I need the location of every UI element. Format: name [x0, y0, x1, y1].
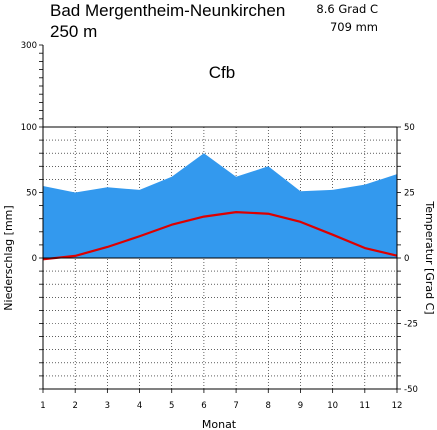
- tick-marks: [39, 44, 401, 393]
- climate-classification: Cfb: [209, 63, 235, 82]
- month-tick-label: 2: [72, 401, 77, 411]
- precip-tick-label: 300: [21, 41, 37, 51]
- month-tick-label: 1: [40, 401, 45, 411]
- station-name: Bad Mergentheim-Neunkirchen: [50, 1, 285, 20]
- annual-precipitation: 709 mm: [330, 20, 378, 34]
- precip-tick-label: 50: [26, 189, 37, 199]
- precip-tick-label: 0: [32, 254, 37, 264]
- month-tick-label: 10: [327, 401, 338, 411]
- temp-tick-label: -50: [404, 385, 418, 395]
- temperature-line: [42, 211, 398, 261]
- precipitation-area-layer: [42, 153, 398, 258]
- month-tick-label: 4: [137, 401, 142, 411]
- x-axis-label: Monat: [202, 418, 237, 430]
- temperature-line-layer: [42, 211, 398, 261]
- station-elevation: 250 m: [50, 22, 97, 41]
- precip-tick-label: 100: [21, 123, 37, 133]
- temp-tick-label: 25: [404, 189, 415, 199]
- month-tick-label: 8: [266, 401, 271, 411]
- temp-tick-label: 0: [404, 254, 409, 264]
- month-tick-label: 6: [201, 401, 206, 411]
- month-tick-label: 3: [105, 401, 110, 411]
- month-tick-label: 7: [233, 401, 238, 411]
- precipitation-area: [43, 153, 397, 258]
- month-tick-label: 11: [359, 401, 370, 411]
- month-tick-label: 9: [298, 401, 303, 411]
- annual-temperature: 8.6 Grad C: [316, 2, 378, 16]
- right-axis-label: Temperatur [Grad C]: [423, 200, 436, 314]
- temp-tick-label: -25: [404, 320, 418, 330]
- month-tick-label: 5: [169, 401, 174, 411]
- left-axis-label: Niederschlag [mm]: [2, 205, 15, 310]
- temp-tick-label: 50: [404, 123, 415, 133]
- month-tick-label: 12: [392, 401, 403, 411]
